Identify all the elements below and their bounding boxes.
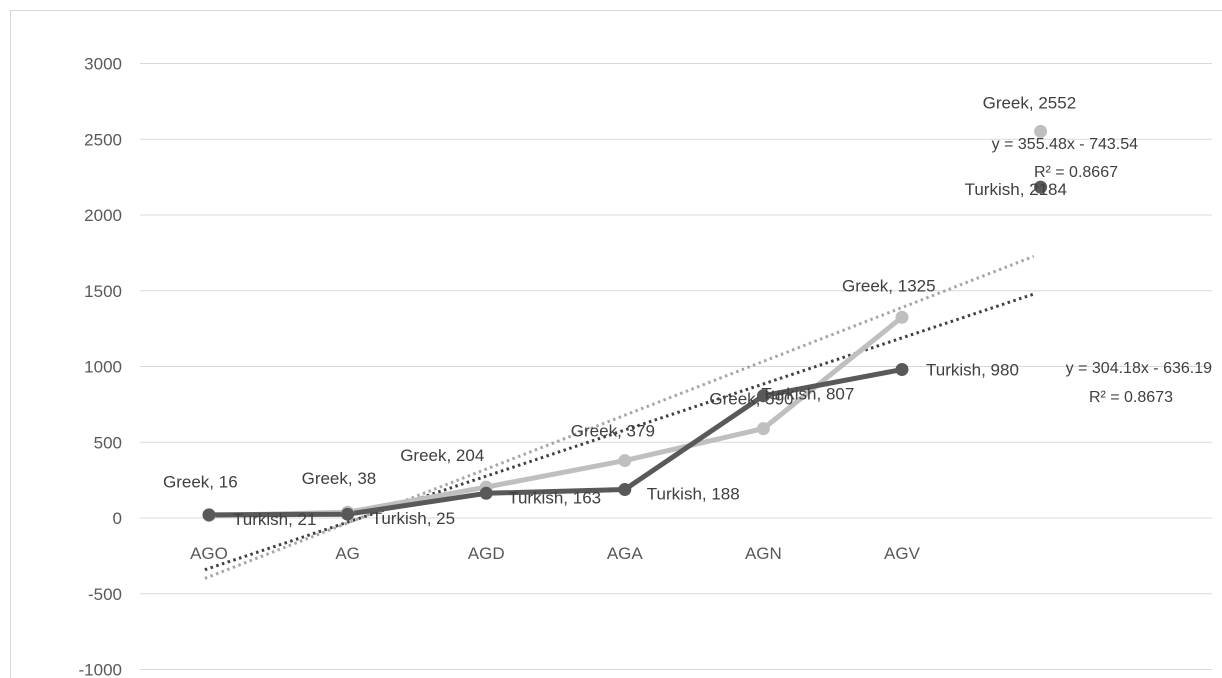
point-greek — [895, 310, 909, 324]
trendline-r2: R² = 0.8667 — [1034, 164, 1118, 181]
data-label-greek: Greek, 2552 — [983, 93, 1077, 112]
series-group — [202, 124, 1048, 523]
point-greek — [756, 422, 770, 436]
point-turkish — [618, 483, 632, 497]
point-turkish — [756, 389, 770, 403]
trendline-equation: y = 304.18x - 636.19 — [1066, 360, 1212, 377]
y-tick-label: 3000 — [84, 55, 122, 74]
data-label-turkish: Turkish, 21 — [233, 510, 316, 529]
y-tick-label: 500 — [94, 433, 122, 452]
x-tick-label: AGO — [190, 544, 228, 563]
x-tick-label: AGA — [607, 544, 644, 563]
x-axis: AGO AG AGD AGA AGN AGV — [190, 544, 921, 563]
y-tick-label: 1000 — [84, 358, 122, 377]
data-label-turkish: Turkish, 163 — [508, 488, 601, 507]
trendline-r2: R² = 0.8673 — [1089, 389, 1173, 406]
x-tick-label: AGV — [884, 544, 921, 563]
y-tick-label: 2500 — [84, 130, 122, 149]
y-tick-label: 1500 — [84, 282, 122, 301]
point-greek — [1034, 124, 1048, 138]
data-label-greek: Greek, 38 — [302, 469, 377, 488]
y-axis: -1000 -500 0 500 1000 1500 2000 2500 3000 — [79, 55, 122, 678]
data-label-greek: Greek, 204 — [400, 446, 484, 465]
data-label-greek: Greek, 590 — [709, 390, 793, 409]
point-turkish — [1034, 180, 1048, 194]
trendline-greek — [204, 254, 1035, 580]
data-label-greek: Greek, 1325 — [842, 276, 936, 295]
data-label-greek: Greek, 16 — [163, 473, 238, 492]
data-label-turkish: Turkish, 188 — [647, 485, 740, 504]
gridlines — [140, 63, 1212, 670]
trendline-equation: y = 355.48x - 743.54 — [992, 136, 1138, 153]
data-label-turkish: Turkish, 25 — [372, 509, 455, 528]
trendline-turkish — [204, 292, 1035, 572]
y-tick-label: -500 — [88, 585, 122, 604]
point-greek — [618, 454, 632, 468]
data-label-greek: Greek, 379 — [571, 422, 655, 441]
y-tick-label: 0 — [113, 509, 122, 528]
point-turkish — [202, 508, 216, 522]
x-tick-label: AG — [335, 544, 360, 563]
y-tick-label: -1000 — [79, 661, 122, 678]
point-turkish — [895, 363, 909, 377]
trendline-equations: y = 355.48x - 743.54 R² = 0.8667 y = 304.1… — [992, 136, 1212, 406]
y-tick-label: 2000 — [84, 206, 122, 225]
x-tick-label: AGN — [745, 544, 782, 563]
data-label-turkish: Turkish, 980 — [926, 361, 1019, 380]
point-turkish — [479, 486, 493, 500]
trendlines — [204, 254, 1035, 580]
x-tick-label: AGD — [468, 544, 505, 563]
series-line-turkish — [206, 367, 905, 518]
data-label-turkish: Turkish, 807 — [761, 385, 854, 404]
data-label-turkish: Turkish, 2184 — [965, 180, 1067, 199]
point-turkish — [341, 507, 355, 521]
data-labels: Greek, 16 Greek, 38 Greek, 204 Greek, 379 Gr… — [163, 93, 1076, 528]
